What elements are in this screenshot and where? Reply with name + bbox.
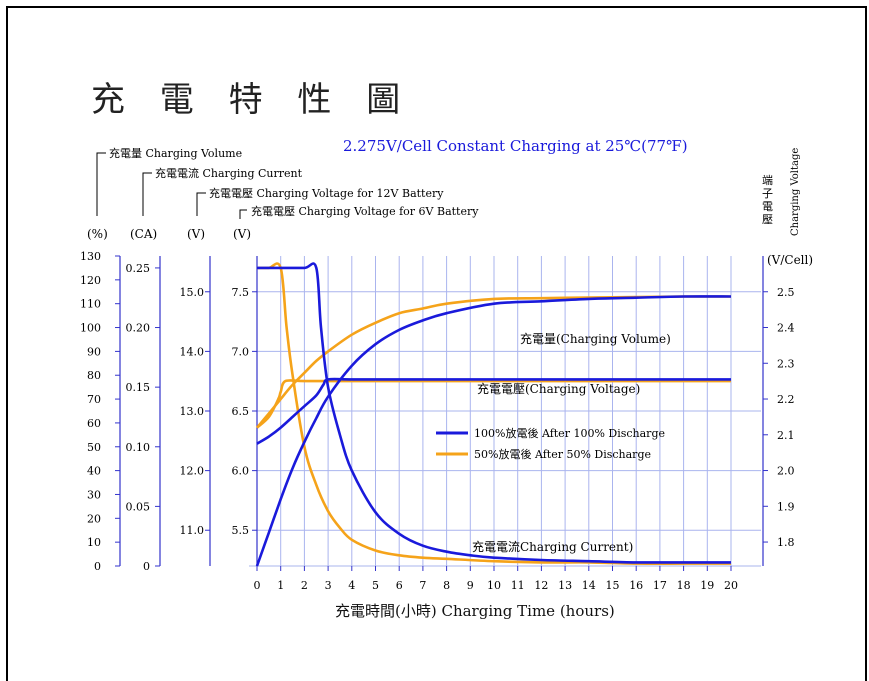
axis-legend-current: 充電電流 Charging Current: [142, 166, 303, 216]
y-tick-label-voltage_12v: 13.0: [180, 405, 205, 418]
x-tick-label: 7: [419, 579, 426, 592]
y-tick-label-volume_pct: 40: [87, 465, 101, 478]
y-tick-label-volume_pct: 70: [87, 393, 101, 406]
y-tick-label-voltage_12v: 12.0: [180, 465, 205, 478]
y-tick-label-volume_pct: 20: [87, 512, 101, 525]
y-tick-label-volume_pct: 80: [87, 369, 101, 382]
x-tick-label: 14: [582, 579, 596, 592]
x-tick-label: 12: [534, 579, 548, 592]
y-tick-label-voltage_cell: 2.3: [777, 357, 795, 370]
x-axis-ticks: 0 1 2 3 4 5 6 7 8 9 10 11 12 13 14 15 16 17 18 19 20: [254, 566, 738, 592]
axis-legend-voltage-12v-label: 充電電壓 Charging Voltage for 12V Battery: [209, 186, 444, 200]
y-tick-label-voltage_12v: 14.0: [180, 345, 205, 358]
x-tick-label: 13: [558, 579, 572, 592]
right-axis-title-char: 電: [762, 200, 773, 213]
series-line-volt100: [256, 377, 731, 445]
x-tick-label: 6: [396, 579, 403, 592]
legend: 100%放電後 After 100% Discharge 50%放電後 Afte…: [436, 426, 665, 461]
y-tick-label-voltage_6v: 6.0: [232, 465, 250, 478]
y-tick-label-voltage_cell: 2.0: [777, 465, 795, 478]
axis-legend-voltage-6v-label: 充電電壓 Charging Voltage for 6V Battery: [251, 204, 479, 218]
axis-legend-volume-label: 充電量 Charging Volume: [109, 146, 242, 160]
series-layer: [255, 262, 732, 567]
x-tick-label: 15: [606, 579, 620, 592]
y-tick-label-voltage_cell: 2.5: [777, 286, 795, 299]
x-tick-label: 4: [348, 579, 355, 592]
series-line-vol50: [256, 295, 731, 429]
x-tick-label: 5: [372, 579, 379, 592]
frame-border: [6, 6, 867, 681]
y-tick-label-volume_pct: 10: [87, 536, 101, 549]
y-tick-label-voltage_6v: 6.5: [232, 405, 250, 418]
label-charging-current: 充電電流Charging Current): [472, 539, 633, 554]
right-axis-title-char: 端: [762, 174, 773, 187]
x-axis-label: 充電時間(小時) Charging Time (hours): [335, 602, 615, 620]
y-tick-label-voltage_cell: 2.1: [777, 429, 795, 442]
x-tick-label: 3: [325, 579, 332, 592]
x-tick-label: 9: [467, 579, 474, 592]
y-tick-label-current_ca: 0: [143, 560, 150, 573]
axis-legend-voltage-12v: 充電電壓 Charging Voltage for 12V Battery: [196, 186, 444, 216]
x-tick-label: 19: [700, 579, 714, 592]
x-tick-label: 10: [487, 579, 501, 592]
y-tick-label-current_ca: 0.20: [126, 322, 151, 335]
axis-legend-current-label: 充電電流 Charging Current: [155, 166, 303, 180]
y-tick-label-voltage_12v: 11.0: [180, 524, 205, 537]
label-charging-volume: 充電量(Charging Volume): [520, 331, 671, 346]
x-tick-label: 20: [724, 579, 738, 592]
series-line-vol100: [255, 295, 732, 567]
y-tick-label-voltage_6v: 7.5: [232, 286, 250, 299]
x-tick-label: 11: [511, 579, 525, 592]
y-tick-label-voltage_cell: 1.8: [777, 536, 795, 549]
label-charging-voltage: 充電電壓(Charging Voltage): [477, 381, 640, 396]
y-tick-label-current_ca: 0.25: [126, 262, 151, 275]
y-tick-label-current_ca: 0.15: [126, 381, 151, 394]
x-tick-label: 17: [653, 579, 667, 592]
axis-legend-voltage-6v: 充電電壓 Charging Voltage for 6V Battery: [239, 204, 479, 219]
y-tick-label-voltage_cell: 2.4: [777, 322, 795, 335]
series-line-volt50: [256, 379, 731, 429]
y-tick-label-volume_pct: 130: [80, 250, 101, 263]
right-axis-unit: (V/Cell): [767, 253, 813, 267]
y-tick-label-voltage_12v: 15.0: [180, 286, 205, 299]
legend-label-100: 100%放電後 After 100% Discharge: [474, 426, 665, 440]
right-axis-title: 端子電壓 Charging Voltage (V/Cell): [762, 148, 813, 267]
y-tick-label-volume_pct: 90: [87, 345, 101, 358]
unit-pct: (%): [87, 227, 108, 241]
y-tick-label-volume_pct: 50: [87, 441, 101, 454]
chart-subtitle: 2.275V/Cell Constant Charging at 25℃(77℉…: [343, 137, 688, 155]
x-tick-label: 2: [301, 579, 308, 592]
unit-v12: (V): [187, 227, 205, 241]
unit-v6: (V): [233, 227, 251, 241]
y-tick-label-volume_pct: 100: [80, 322, 101, 335]
legend-label-50: 50%放電後 After 50% Discharge: [474, 447, 651, 461]
right-axis-title-char: 壓: [762, 213, 773, 226]
x-tick-label: 16: [629, 579, 643, 592]
x-tick-label: 8: [443, 579, 450, 592]
y-tick-label-volume_pct: 0: [94, 560, 101, 573]
page-title: 充 電 特 性 圖: [91, 80, 413, 120]
y-tick-label-voltage_cell: 1.9: [777, 500, 795, 513]
y-tick-label-volume_pct: 30: [87, 488, 101, 501]
y-tick-label-voltage_cell: 2.2: [777, 393, 795, 406]
x-tick-label: 18: [677, 579, 691, 592]
right-axis-title-cjk: 端子電壓: [762, 174, 773, 226]
axis-legend-volume: 充電量 Charging Volume: [96, 146, 242, 216]
y-tick-label-volume_pct: 60: [87, 417, 101, 430]
y-tick-label-current_ca: 0.10: [126, 441, 151, 454]
unit-ca: (CA): [130, 227, 157, 241]
y-tick-label-volume_pct: 120: [80, 274, 101, 287]
series-line-cur100: [257, 262, 731, 564]
y-tick-label-voltage_6v: 5.5: [232, 524, 250, 537]
axes: 0 10 20 30 40 50 60 70 80 90 100 110 120 130 0 0.05 0.10…: [80, 250, 795, 573]
y-tick-label-voltage_6v: 7.0: [232, 345, 250, 358]
right-axis-title-char: 子: [762, 187, 773, 200]
x-tick-label: 1: [277, 579, 284, 592]
x-tick-label: 0: [254, 579, 261, 592]
y-tick-label-current_ca: 0.05: [126, 500, 151, 513]
y-tick-label-volume_pct: 110: [80, 298, 101, 311]
right-axis-title-en: Charging Voltage: [790, 148, 801, 236]
